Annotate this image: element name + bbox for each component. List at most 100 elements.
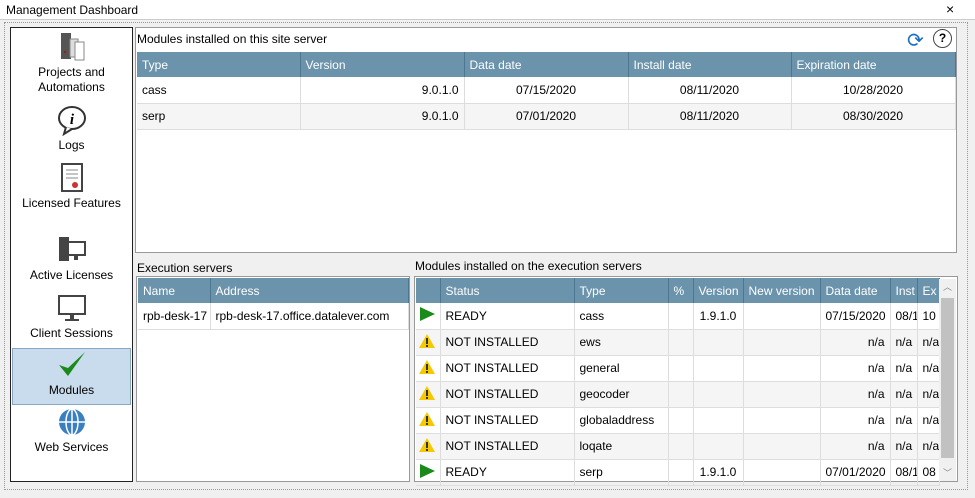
sidebar-item-label: Client Sessions <box>30 326 113 340</box>
column-header[interactable]: Address <box>210 278 409 303</box>
table-cell: 07/01/2020 <box>820 459 891 486</box>
certificate-icon <box>12 162 131 194</box>
table-row[interactable]: NOT INSTALLED general n/a n/a n/a <box>416 355 940 382</box>
table-cell: 9.0.1.0 <box>300 77 465 104</box>
table-cell: general <box>574 355 669 382</box>
scrollbar-thumb[interactable] <box>941 298 954 458</box>
column-header[interactable]: Inst <box>890 278 918 303</box>
help-icon[interactable]: ? <box>933 29 952 48</box>
column-header[interactable]: Data date <box>464 52 629 77</box>
table-cell: 1.9.1.0 <box>693 459 744 486</box>
title-bar: Management Dashboard × <box>0 0 975 20</box>
table-row[interactable]: rpb-desk-17 rpb-desk-17.office.datalever.… <box>138 303 409 330</box>
exec-modules-label: Modules installed on the execution serve… <box>415 259 642 273</box>
table-cell: n/a <box>890 381 918 408</box>
table-cell: n/a <box>917 407 940 434</box>
sidebar-item-label: Active Licenses <box>29 268 114 282</box>
table-row[interactable]: READY serp 1.9.1.0 07/01/2020 08/1 08 <box>416 459 940 486</box>
table-cell: 07/15/2020 <box>820 303 891 330</box>
scroll-up-icon[interactable]: ︿ <box>943 282 953 292</box>
exec-servers-table: Name Address rpb-desk-17 rpb-desk-17.office… <box>138 278 409 330</box>
table-cell: cass <box>574 303 669 330</box>
column-header[interactable]: Version <box>300 52 465 77</box>
monitor-icon <box>12 292 131 324</box>
table-cell: n/a <box>890 433 918 460</box>
refresh-icon[interactable]: ⟳ <box>907 30 924 52</box>
table-cell <box>668 329 694 356</box>
sidebar-item-client-sessions[interactable]: Client Sessions <box>12 292 131 341</box>
warning-icon <box>416 329 441 356</box>
scroll-down-icon[interactable]: ﹀ <box>943 468 953 478</box>
table-cell <box>743 329 821 356</box>
table-row[interactable]: cass 9.0.1.0 07/15/2020 08/11/2020 10/28/202… <box>137 77 956 104</box>
table-cell <box>743 381 821 408</box>
column-header[interactable]: Status <box>440 278 575 303</box>
table-cell <box>668 381 694 408</box>
column-header[interactable]: Ex <box>917 278 940 303</box>
column-header[interactable]: Data date <box>820 278 891 303</box>
table-row[interactable]: serp 9.0.1.0 07/01/2020 08/11/2020 08/30/202… <box>137 103 956 130</box>
sidebar-item-label: Web Services <box>34 440 109 454</box>
site-modules-label: Modules installed on this site server <box>137 32 328 46</box>
table-cell: NOT INSTALLED <box>440 355 575 382</box>
table-cell: globaladdress <box>574 407 669 434</box>
table-cell: n/a <box>917 355 940 382</box>
table-cell: 10/28/2020 <box>791 77 956 104</box>
table-cell: 07/01/2020 <box>464 103 629 130</box>
column-header[interactable]: Install date <box>628 52 792 77</box>
sidebar-item-label: Licensed Features <box>22 196 121 210</box>
sidebar-item-projects-and-automations[interactable]: Projects and Automations <box>12 31 131 95</box>
table-cell <box>693 381 744 408</box>
checkmark-icon <box>13 349 130 381</box>
column-header[interactable]: Version <box>693 278 744 303</box>
table-cell: 08/1 <box>890 459 918 486</box>
table-cell: n/a <box>820 433 891 460</box>
table-cell: cass <box>137 77 301 104</box>
warning-icon <box>416 381 441 408</box>
table-row[interactable]: NOT INSTALLED ews n/a n/a n/a <box>416 329 940 356</box>
table-cell: n/a <box>917 433 940 460</box>
table-cell <box>693 329 744 356</box>
table-cell: n/a <box>917 381 940 408</box>
table-cell: rpb-desk-17.office.datalever.com <box>210 303 409 330</box>
table-cell <box>693 355 744 382</box>
sidebar-item-modules[interactable]: Modules <box>12 348 131 405</box>
table-row[interactable]: READY cass 1.9.1.0 07/15/2020 08/1 10 <box>416 303 940 330</box>
table-cell: loqate <box>574 433 669 460</box>
table-row[interactable]: NOT INSTALLED loqate n/a n/a n/a <box>416 433 940 460</box>
ready-icon <box>416 459 441 486</box>
table-cell <box>693 433 744 460</box>
table-cell <box>668 433 694 460</box>
sidebar-item-web-services[interactable]: Web Services <box>12 406 131 455</box>
table-cell: READY <box>440 303 575 330</box>
table-cell: serp <box>137 103 301 130</box>
column-header[interactable]: Name <box>138 278 211 303</box>
close-button[interactable]: × <box>946 1 955 17</box>
column-header[interactable]: Expiration date <box>791 52 956 77</box>
table-cell: 1.9.1.0 <box>693 303 744 330</box>
column-header[interactable] <box>416 278 441 303</box>
sidebar-item-logs[interactable]: i Logs <box>12 104 131 153</box>
column-header[interactable]: New version <box>743 278 821 303</box>
table-cell: n/a <box>820 355 891 382</box>
table-row[interactable]: NOT INSTALLED globaladdress n/a n/a n/a <box>416 407 940 434</box>
window-title: Management Dashboard <box>6 3 139 17</box>
table-cell: NOT INSTALLED <box>440 407 575 434</box>
table-row[interactable]: NOT INSTALLED geocoder n/a n/a n/a <box>416 381 940 408</box>
table-cell: 08/11/2020 <box>628 77 792 104</box>
header-row: Status Type% Version New version Data date In… <box>416 278 940 303</box>
sidebar-item-licensed-features[interactable]: Licensed Features <box>12 162 131 211</box>
table-cell: n/a <box>890 329 918 356</box>
column-header[interactable]: % <box>668 278 694 303</box>
table-cell <box>743 459 821 486</box>
site-modules-table: Type Version Data date Install date Expirati… <box>137 52 956 130</box>
info-icon: i <box>12 104 131 137</box>
table-cell <box>668 407 694 434</box>
table-cell: n/a <box>917 329 940 356</box>
sidebar-item-active-licenses[interactable]: Active Licenses <box>12 234 131 283</box>
table-cell <box>693 407 744 434</box>
svg-text:i: i <box>69 112 74 128</box>
column-header[interactable]: Type <box>574 278 669 303</box>
table-cell: 08/30/2020 <box>791 103 956 130</box>
column-header[interactable]: Type <box>137 52 301 77</box>
